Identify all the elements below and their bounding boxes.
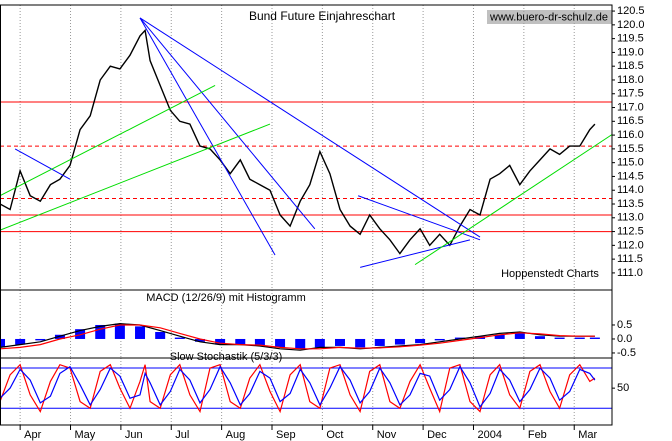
y-tick-label: 111.5 [617,253,643,265]
histogram-bar [415,338,426,344]
series-line [0,322,595,351]
histogram-bar [454,337,465,339]
histogram-bar [314,338,325,348]
panel [0,358,612,425]
panel [0,290,600,358]
x-tick-label: Jun [125,429,143,441]
x-tick-label: Dec [427,429,447,441]
x-tick-label: May [75,429,96,441]
series-line [0,324,595,350]
x-tick-label: 2004 [477,429,501,441]
panel-frame [0,4,613,291]
histogram-bar [194,338,205,342]
x-tick-label: Mar [578,429,597,441]
panel-frame [0,357,613,426]
series-line [0,363,596,414]
y-tick-label: 119.0 [617,46,644,58]
histogram-bar [95,324,106,339]
source: www.buero-dr-schulz.de [489,11,608,23]
y-tick-label: -0.5 [617,347,636,359]
trend-line [139,17,316,230]
histogram-bar [35,338,46,341]
series-line [0,365,596,409]
histogram-bar [534,336,545,339]
histogram-bar [355,338,366,348]
histogram-bar [155,331,166,339]
y-tick-label: 116.5 [617,115,644,127]
histogram-bar [235,338,246,345]
y-tick-label: 111.0 [617,267,643,279]
source-box [487,10,612,24]
histogram-bar [589,337,600,339]
histogram-bar [295,338,306,349]
histogram-bar [554,337,565,339]
series-line [0,28,596,255]
y-tick-label: 115.5 [617,143,644,155]
y-tick-label: 120.0 [617,19,645,31]
y-tick-label: 113.5 [617,198,644,210]
histogram-bar [75,329,86,339]
x-tick-label: Oct [326,429,343,441]
credit: Hoppenstedt Charts [501,268,599,280]
macd-title: MACD (12/26/9) mit Histogramm [146,292,306,304]
trend-line [0,85,216,197]
histogram-bar [54,334,65,339]
y-tick-label: 112.0 [617,239,644,251]
histogram-bar [275,338,286,348]
histogram-bar [394,338,405,345]
x-tick-label: Jul [175,429,189,441]
histogram-bar [514,333,525,339]
y-tick-label: 117.0 [617,101,644,113]
y-tick-label: 114.5 [617,170,644,182]
histogram-bar [374,338,385,346]
y-tick-label: 118.5 [617,60,644,72]
histogram-bar [15,338,26,345]
histogram-bar [215,338,226,345]
histogram-bar [494,334,505,339]
trend-line [414,133,612,266]
x-tick-label: Sep [276,429,296,441]
y-tick-label: 50 [617,382,629,394]
trend-line [357,195,481,241]
x-tick-label: Apr [24,429,41,441]
histogram-bar [135,326,146,339]
y-tick-label: 115.0 [617,157,644,169]
trend-line [14,148,71,180]
y-tick-label: 0.0 [617,333,632,345]
trend-line [139,17,276,256]
panel [0,5,612,290]
trend-line [0,123,271,231]
trend-line [139,17,481,238]
y-tick-label: 112.5 [617,225,644,237]
histogram-bar [434,338,445,341]
y-tick-label: 118.0 [617,74,644,86]
panel-frame [0,289,613,359]
histogram-bar [114,323,125,339]
histogram-bar [574,337,585,339]
y-tick-label: 0.5 [617,319,632,331]
y-tick-label: 113.0 [617,212,644,224]
trend-line [360,239,471,268]
stochastic-title: Slow Stochastik (5/3/3) [170,351,283,363]
x-tick-label: Nov [377,429,397,441]
histogram-bar [254,338,265,346]
y-tick-label: 117.5 [617,88,644,100]
y-tick-label: 114.0 [617,184,644,196]
histogram-bar [0,338,5,348]
chart-title: Bund Future Einjahreschart [249,9,396,23]
y-tick-label: 116.0 [617,129,644,141]
histogram-bar [335,338,345,346]
histogram-bar [174,337,185,339]
x-tick-label: Aug [226,429,246,441]
x-tick-label: Feb [528,429,547,441]
y-tick-label: 119.5 [617,33,644,45]
y-tick-label: 120.5 [617,5,645,17]
